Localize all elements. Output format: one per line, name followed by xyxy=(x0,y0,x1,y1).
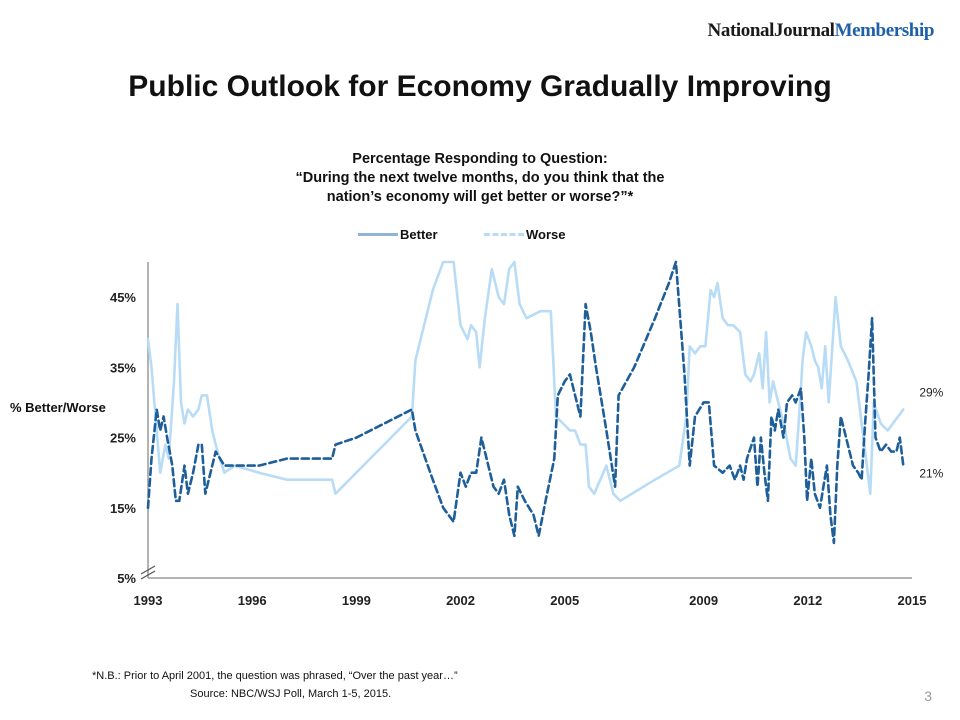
subtitle-line-1: Percentage Responding to Question: xyxy=(352,151,608,167)
y-tick-label: 45% xyxy=(110,290,136,305)
legend-swatch-better xyxy=(358,232,398,236)
y-axis-label: % Better/Worse xyxy=(10,400,106,415)
y-tick-label: 25% xyxy=(110,431,136,446)
x-tick-label: 2012 xyxy=(793,593,822,608)
chart-legend: Better Worse xyxy=(358,224,598,246)
x-tick-label: 1993 xyxy=(134,593,163,608)
legend-swatch-worse xyxy=(484,232,524,236)
series-line-better xyxy=(146,260,905,503)
legend-item-worse: Worse xyxy=(484,224,566,244)
source-note: Source: NBC/WSJ Poll, March 1-5, 2015. xyxy=(190,688,392,700)
slide-title: Public Outlook for Economy Gradually Imp… xyxy=(128,70,832,103)
y-tick-label: 35% xyxy=(110,360,136,375)
axis-break-mark-2 xyxy=(140,570,156,580)
axis-break-mark-1 xyxy=(140,565,156,575)
legend-label-worse: Worse xyxy=(526,226,566,242)
footnote: *N.B.: Prior to April 2001, the question… xyxy=(92,670,458,682)
brand-logo: NationalJournalMembership xyxy=(707,20,935,42)
x-tick-label: 2015 xyxy=(898,593,927,608)
brand-part-2: Membership xyxy=(834,20,935,41)
subtitle-line-2: “During the next twelve months, do you t… xyxy=(295,170,665,186)
x-tick-label: 2009 xyxy=(689,593,718,608)
x-tick-label: 1999 xyxy=(342,593,371,608)
legend-label-better: Better xyxy=(400,226,438,242)
chart-subtitle: Percentage Responding to Question: “Duri… xyxy=(250,150,710,207)
legend-item-better: Better xyxy=(358,224,438,244)
value-label-worse: 21% xyxy=(919,467,943,481)
x-tick-label: 1996 xyxy=(238,593,267,608)
y-tick-label: 5% xyxy=(117,571,136,586)
page-number: 3 xyxy=(924,688,932,704)
subtitle-line-3: nation’s economy will get better or wors… xyxy=(326,189,634,205)
x-tick-label: 2002 xyxy=(446,593,475,608)
x-tick-label: 2005 xyxy=(550,593,579,608)
value-label-better: 29% xyxy=(919,385,943,399)
brand-part-1: NationalJournal xyxy=(707,20,835,41)
series-line-worse xyxy=(146,260,905,545)
y-tick-label: 15% xyxy=(110,501,136,516)
